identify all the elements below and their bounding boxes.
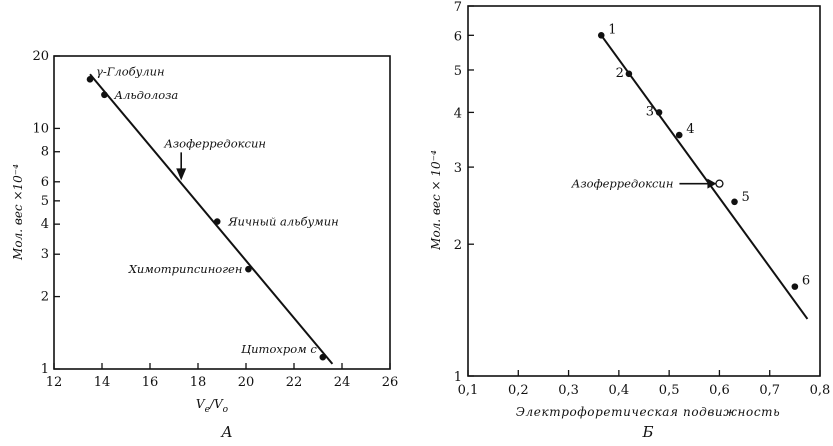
chart-a-x-tick-label: 20: [238, 375, 255, 390]
chart-a-point-label: Яичный альбумин: [227, 215, 339, 229]
chart-b-y-tick-label: 5: [454, 64, 462, 79]
chart-b-y-tick-label: 1: [454, 370, 462, 385]
chart-a-y-tick-label: 2: [41, 290, 49, 305]
chart-b-point-label: 5: [742, 190, 750, 205]
chart-a-data-point: [319, 353, 327, 361]
chart-b-points: 1 2 3 4 5 6: [597, 22, 810, 290]
chart-a-frame: [53, 55, 391, 370]
chart-b-x-tick-label: 0,2: [508, 383, 529, 398]
chart-b-point-label: 3: [646, 104, 654, 119]
chart-b-point-label: 6: [802, 274, 810, 289]
chart-b-x-tick-label: 0,7: [759, 383, 780, 398]
chart-b-x-tick-label: 0,3: [558, 383, 579, 398]
chart-b-x-tick-label: 0,4: [609, 383, 630, 398]
chart-a-x-tick-label: 12: [46, 375, 63, 390]
chart-b-data-point: [675, 131, 683, 139]
chart-a-point-label: Альдолоза: [113, 88, 178, 102]
chart-a-y-axis-title: Мол. вес ×10⁻⁴: [11, 164, 25, 261]
chart-a-x-tick-label: 26: [382, 375, 399, 390]
chart-a-y-tick-label: 3: [41, 247, 49, 262]
chart-a-y-tick-label: 1: [41, 362, 49, 377]
chart-b-x-tick-label: 0,8: [810, 383, 831, 398]
chart-b-x-tick-label: 0,6: [709, 383, 730, 398]
chart-a-data-point: [86, 76, 94, 83]
chart-b-data-point: [625, 70, 633, 78]
chart-a-azoferredoxin-marker: Азоферредоксин: [163, 136, 266, 181]
chart-b-x-axis-title: Электрофоретическая подвижность: [516, 405, 781, 419]
chart-b-y-ticks: 1 2 3 4 5 6 7: [454, 0, 474, 385]
chart-b-marker-open-point: [715, 179, 724, 188]
chart-a-marker-arrow-head: [176, 168, 187, 181]
chart-a-y-tick-label: 4: [41, 217, 49, 232]
chart-b-x-ticks: 0,1 0,2 0,3 0,4 0,5 0,6 0,7 0,8: [458, 370, 831, 398]
chart-b-point-label: 4: [686, 122, 694, 137]
chart-a-points: γ-Глобулин Альдолоза Яичный альбумин Химотр…: [86, 64, 339, 361]
chart-a-x-tick-label: 22: [286, 375, 303, 390]
chart-a-x-ticks: 12 14 16 18 20 22 24 26: [46, 363, 399, 390]
chart-b-regression-line: [600, 34, 809, 320]
chart-b-y-tick-label: 2: [454, 238, 462, 253]
chart-b-y-tick-label: 3: [454, 161, 462, 176]
chart-a-point-label: Химотрипсиноген: [128, 262, 243, 276]
chart-a-x-tick-label: 16: [142, 375, 159, 390]
chart-b-y-tick-label: 4: [454, 106, 462, 121]
chart-b-data-point: [597, 32, 605, 39]
chart-a-x-axis-title: Ve/Vo: [196, 397, 229, 415]
chart-a-point-label: Цитохром с: [241, 342, 317, 356]
chart-b-marker-label: Азоферредоксин: [571, 177, 674, 191]
chart-a-x-axis-title-v2: /V: [209, 397, 224, 411]
chart-b-marker-arrow-head: [707, 178, 717, 189]
chart-b-data-point: [731, 198, 738, 206]
chart-b-y-axis-title: Мол. вес × 10⁻⁴: [429, 150, 443, 251]
chart-a-x-tick-label: 14: [94, 375, 111, 390]
chart-a-y-tick-label: 10: [32, 121, 49, 136]
chart-a-x-axis-title-sub1: e: [205, 405, 210, 415]
chart-a-data-point: [101, 91, 108, 99]
chart-b-data-point: [655, 109, 663, 116]
chart-a-x-tick-label: 24: [334, 375, 351, 390]
chart-a-y-tick-label: 20: [32, 49, 49, 64]
chart-a-data-point: [213, 218, 221, 225]
chart-b-azoferredoxin-marker: Азоферредоксин: [571, 177, 724, 191]
chart-b-x-tick-label: 0,5: [659, 383, 680, 398]
chart-a-panel-label: А: [220, 423, 232, 441]
chart-a-x-axis-title-sub2: o: [223, 405, 229, 415]
chart-b-data-point: [791, 283, 799, 290]
chart-b-point-label: 2: [616, 66, 624, 81]
chart-a-x-tick-label: 18: [190, 375, 207, 390]
chart-a-data-point: [245, 265, 252, 273]
chart-a-y-tick-label: 8: [41, 145, 49, 160]
chart-b-y-tick-label: 7: [454, 0, 462, 15]
chart-a-point-label: γ-Глобулин: [96, 64, 165, 78]
chart-b-frame: [467, 5, 821, 377]
chart-a-x-axis-title-v1: V: [196, 397, 206, 411]
chart-b-point-label: 1: [608, 22, 616, 37]
chart-b-x-tick-label: 0,1: [458, 383, 479, 398]
chart-b-panel-label: Б: [641, 423, 653, 441]
chart-a-regression-line: [89, 73, 334, 365]
chart-a-y-tick-label: 6: [41, 175, 49, 190]
chart-b-y-tick-label: 6: [454, 29, 462, 44]
chart-a-y-tick-label: 5: [41, 194, 49, 209]
chart-a-y-ticks: 1 2 3 4 5 6 8 10 20: [32, 49, 60, 377]
chart-a-marker-label: Азоферредоксин: [163, 136, 266, 150]
